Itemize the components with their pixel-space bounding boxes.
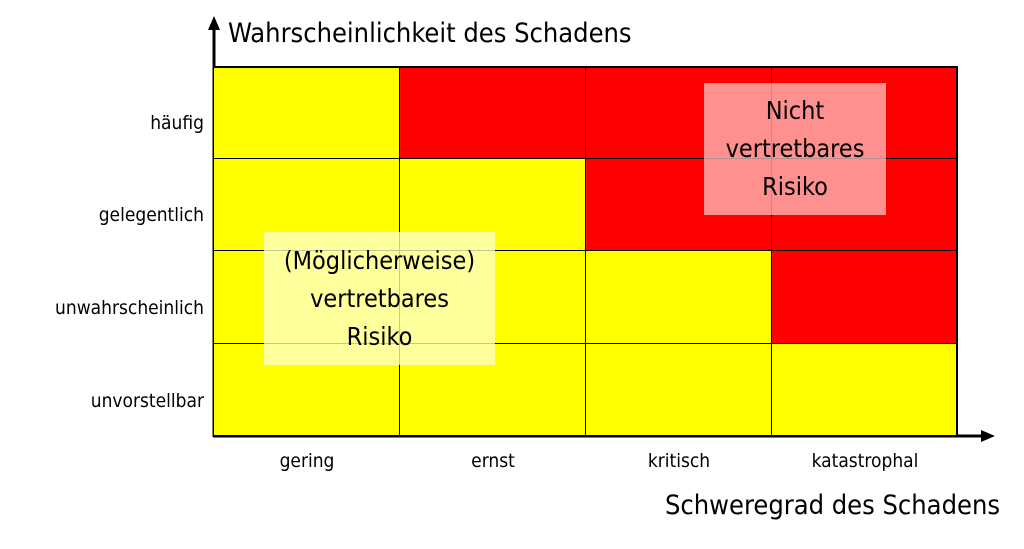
acceptable-risk-line-1: (Möglicherweise) [283,245,476,275]
x-axis-title: Schweregrad des Schadens [665,490,1000,521]
matrix-cell-r2-c3 [772,251,958,344]
acceptable-risk-label: (Möglicherweise) vertretbares Risiko [264,232,495,365]
unacceptable-risk-line-3: Risiko [762,172,828,201]
matrix-cell-r2-c2 [586,251,772,344]
col-label-katastrophal: katastrophal [811,450,919,472]
col-label-ernst: ernst [471,450,515,472]
matrix-cell-r0-c1 [400,66,586,159]
y-axis-arrow-icon [208,16,220,30]
matrix-cell-r3-c3 [772,343,958,436]
row-label-unwahrscheinlich: unwahrscheinlich [55,297,204,319]
acceptable-risk-line-3: Risiko [346,321,413,351]
matrix-cell-r3-c2 [586,343,772,436]
x-axis-arrow-icon [981,430,995,442]
unacceptable-risk-line-2: vertretbares [725,134,865,163]
row-label-unvorstellbar: unvorstellbar [90,390,204,412]
acceptable-risk-line-2: vertretbares [310,283,449,313]
col-label-gering: gering [279,450,335,472]
row-label-haeufig: häufig [150,112,204,134]
unacceptable-risk-label: Nicht vertretbares Risiko [704,83,886,215]
unacceptable-risk-line-1: Nicht [765,96,825,125]
matrix-cell-r0-c0 [214,66,400,159]
col-label-kritisch: kritisch [647,450,711,472]
y-axis-title: Wahrscheinlichkeit des Schadens [228,18,632,49]
row-label-gelegentlich: gelegentlich [98,204,204,226]
